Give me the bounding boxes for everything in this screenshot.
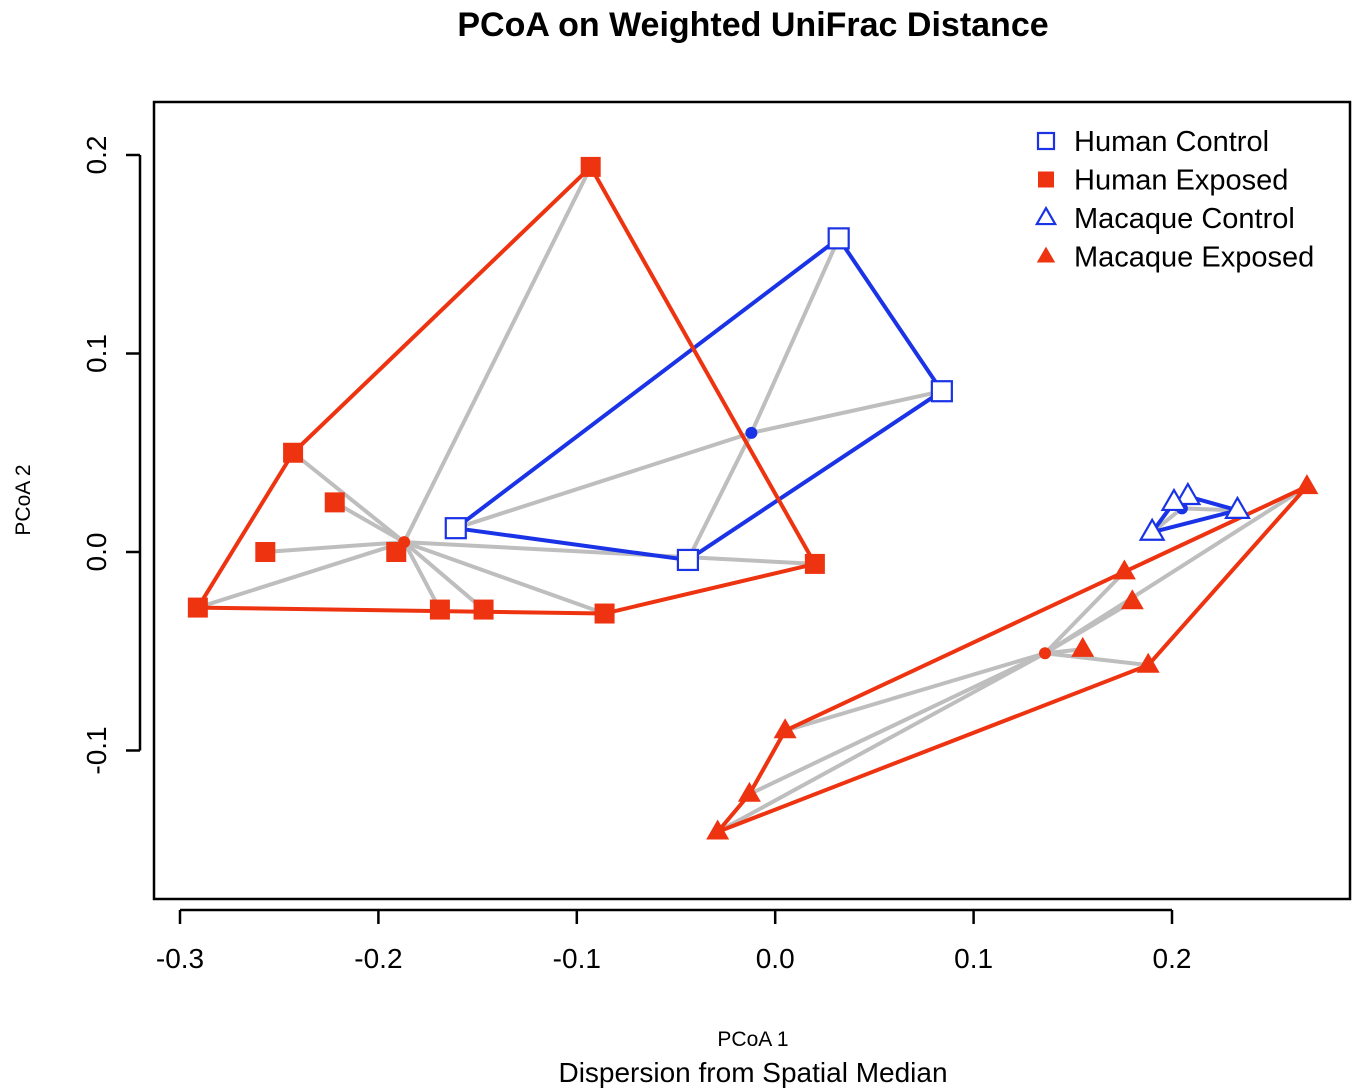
macaque-exposed-point [737, 781, 761, 802]
macaque-exposed-point [773, 718, 797, 739]
macaque-exposed-centroid [1039, 647, 1052, 660]
x-tick-label: -0.2 [354, 943, 402, 974]
macaque-exposed-spoke [716, 651, 1046, 834]
x-tick-label: -0.1 [553, 943, 601, 974]
macaque-exposed-hull [715, 484, 1309, 834]
human-exposed-point [429, 599, 450, 620]
x-tick-label: 0.1 [954, 943, 993, 974]
human-exposed-point [324, 492, 345, 513]
spokes-layer [197, 166, 1308, 834]
macaque-control-point [1138, 517, 1166, 541]
human-exposed-point [580, 156, 601, 177]
human-exposed-spoke [265, 540, 405, 554]
human-exposed-spoke [291, 451, 406, 544]
macaque-exposed-spoke [784, 651, 1046, 733]
macaque-control-point [1160, 487, 1188, 512]
legend-macaque-control-marker [1034, 205, 1058, 226]
human-control-point [827, 227, 850, 250]
x-axis-sublabel: Dispersion from Spatial Median [558, 1057, 947, 1088]
human-exposed-spoke [402, 541, 442, 611]
human-exposed-point [283, 442, 304, 463]
x-tick-label: -0.3 [156, 943, 204, 974]
macaque-exposed-point [1071, 636, 1095, 657]
macaque-exposed-point [1136, 652, 1160, 673]
macaque-exposed-point [706, 819, 730, 840]
y-axis-label: PCoA 2 [12, 464, 35, 535]
human-exposed-spoke [402, 540, 485, 612]
legend: Human Control Human Exposed Macaque Contro… [1034, 126, 1314, 274]
macaque-exposed-spoke [1044, 651, 1149, 668]
y-tick-label: 0.0 [81, 533, 112, 572]
points-layer [187, 156, 1319, 840]
macaque-exposed-point [1295, 474, 1319, 495]
x-axis-label: PCoA 1 [717, 1028, 788, 1051]
macaque-control-point [1224, 495, 1251, 519]
legend-human-control-label: Human Control [1074, 126, 1269, 158]
human-control-point [444, 517, 467, 540]
human-exposed-point [386, 542, 407, 562]
human-exposed-point [255, 542, 276, 562]
x-tick-label: 0.0 [756, 943, 795, 974]
legend-macaque-control-label: Macaque Control [1074, 203, 1295, 235]
y-tick-label: 0.2 [81, 136, 112, 175]
human-control-spoke [455, 430, 753, 531]
human-exposed-spoke [333, 500, 406, 544]
human-exposed-spoke [404, 540, 815, 566]
y-axis: -0.1 0.0 0.1 0.2 [81, 136, 142, 775]
human-control-point [676, 548, 700, 572]
macaque-exposed-spoke [748, 651, 1046, 796]
macaque-exposed-point [1120, 589, 1144, 610]
macaque-exposed-point [1112, 559, 1136, 580]
legend-human-exposed-marker [1038, 171, 1054, 188]
legend-human-control-marker [1036, 131, 1056, 151]
human-control-spoke [686, 432, 754, 561]
human-exposed-point [473, 599, 494, 620]
human-exposed-spoke [403, 540, 606, 616]
human-control-spoke [750, 389, 943, 435]
y-tick-label: -0.1 [81, 726, 112, 774]
human-exposed-point [804, 553, 825, 574]
human-exposed-hull [195, 164, 817, 616]
legend-human-exposed-label: Human Exposed [1074, 165, 1288, 197]
centroids-layer [398, 426, 1188, 660]
macaque-control-point [1174, 481, 1202, 506]
macaque-control-spoke [1181, 506, 1238, 513]
y-tick-label: 0.1 [81, 334, 112, 373]
human-exposed-spoke [197, 540, 405, 610]
human-control-hull [453, 236, 944, 562]
human-exposed-spoke [402, 166, 593, 543]
legend-macaque-exposed-marker [1036, 246, 1056, 263]
legend-macaque-exposed-label: Macaque Exposed [1074, 242, 1314, 274]
human-control-point [930, 380, 953, 403]
x-axis: -0.3 -0.2 -0.1 0.0 0.1 0.2 [156, 908, 1192, 974]
macaque-exposed-spoke [1043, 570, 1126, 655]
human-control-centroid [745, 426, 758, 439]
chart-title: PCoA on Weighted UniFrac Distance [457, 6, 1048, 44]
plot-frame [152, 100, 1352, 901]
macaque-exposed-spoke [1044, 599, 1134, 655]
human-exposed-point [594, 603, 615, 624]
x-tick-label: 0.2 [1153, 943, 1192, 974]
human-control-spoke [749, 237, 841, 434]
human-exposed-point [187, 597, 208, 618]
